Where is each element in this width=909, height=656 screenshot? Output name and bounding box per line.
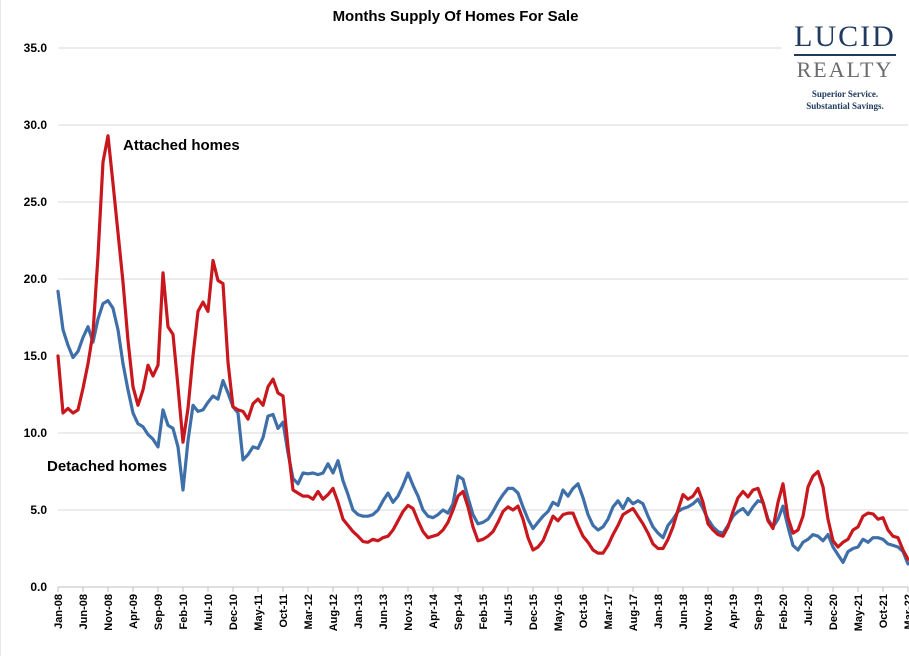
x-tick-label: May-11 [253,594,265,631]
logo-tagline-line2: Substantial Savings. [806,100,884,111]
x-tick-label: Jan-13 [353,594,365,629]
x-tick-label: Mar-12 [303,594,315,629]
logo-tagline-line1: Superior Service. [811,88,879,99]
logo-brand-top: LUCID [794,21,896,56]
lucid-realty-logo: LUCID REALTY Superior Service. Substanti… [782,21,908,117]
x-tick-label: Mar-22 [903,594,909,629]
x-tick-label: Aug-12 [328,594,340,631]
x-tick-label: Jun-13 [378,594,390,629]
y-tick-label: 0.0 [30,580,47,594]
x-tick-label: Sep-09 [153,594,165,630]
x-tick-label: Apr-09 [128,594,140,629]
detached-series-label: Detached homes [47,458,168,475]
x-tick-label: Apr-19 [728,594,740,629]
y-tick-label: 25.0 [24,195,48,209]
logo-tagline: Superior Service. Substantial Savings. [782,89,908,112]
x-tick-label: Feb-20 [778,594,790,629]
x-tick-label: May-21 [853,594,865,631]
y-tick-label: 30.0 [24,118,48,132]
x-tick-label: Jun-08 [78,594,90,629]
x-tick-label: Mar-17 [603,594,615,629]
y-tick-label: 20.0 [24,272,48,286]
logo-brand-bottom: REALTY [796,56,894,82]
x-tick-label: Dec-10 [228,594,240,630]
x-tick-label: Jun-18 [678,594,690,629]
x-tick-label: Feb-10 [178,594,190,629]
x-tick-label: Oct-16 [578,594,590,628]
y-tick-label: 15.0 [24,349,48,363]
x-tick-label: Jul-15 [503,594,515,626]
chart-title: Months Supply Of Homes For Sale [332,8,579,25]
x-tick-label: Nov-18 [703,594,715,631]
x-tick-label: May-16 [553,594,565,631]
x-tick-label: Dec-20 [828,594,840,630]
y-tick-label: 35.0 [24,41,48,55]
attached-series-label: Attached homes [123,137,240,154]
x-tick-label: Jul-20 [803,594,815,626]
x-tick-label: Sep-19 [753,594,765,630]
x-tick-label: Sep-14 [453,593,465,630]
x-tick-label: Jul-10 [203,594,215,626]
x-tick-label: Nov-08 [103,594,115,631]
x-tick-label: Aug-17 [628,594,640,631]
x-tick-label: Oct-21 [878,594,890,628]
x-tick-label: Dec-15 [528,594,540,630]
x-tick-label: Apr-14 [428,593,440,629]
x-tick-label: Jan-18 [653,594,665,629]
x-tick-label: Oct-11 [278,594,290,628]
y-tick-label: 10.0 [24,426,48,440]
x-tick-label: Feb-15 [478,594,490,629]
x-tick-label: Jan-08 [53,594,65,629]
attached-series-line [56,134,909,561]
x-tick-label: Nov-13 [403,594,415,631]
y-tick-label: 5.0 [30,503,47,517]
